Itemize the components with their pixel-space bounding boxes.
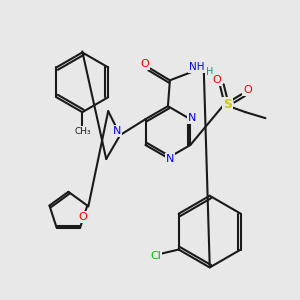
Text: O: O bbox=[78, 212, 87, 222]
Text: O: O bbox=[141, 59, 149, 69]
Text: NH: NH bbox=[189, 62, 205, 72]
Text: N: N bbox=[188, 113, 196, 123]
Text: O: O bbox=[212, 75, 221, 85]
Text: O: O bbox=[243, 85, 252, 95]
Text: S: S bbox=[223, 98, 232, 111]
Text: CH₃: CH₃ bbox=[75, 127, 92, 136]
Text: H: H bbox=[206, 68, 213, 77]
Text: N: N bbox=[113, 126, 121, 136]
Text: Cl: Cl bbox=[150, 250, 161, 260]
Text: N: N bbox=[166, 154, 174, 164]
